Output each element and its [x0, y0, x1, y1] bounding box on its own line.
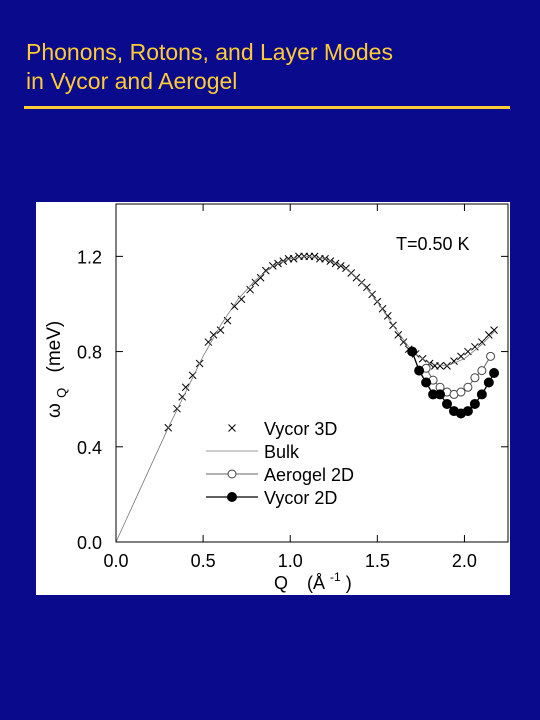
aerogel-2d-point [456, 387, 466, 397]
vycor-3d-point [261, 266, 270, 275]
legend-label: Aerogel 2D [264, 465, 354, 485]
aerogel-2d-point [486, 351, 496, 361]
x-axis-symbol: Q [274, 573, 288, 593]
vycor-3d-point [450, 357, 458, 365]
vycor-2d-point [483, 377, 494, 388]
aerogel-2d-point [463, 382, 473, 392]
legend-swatch-marker [227, 469, 237, 479]
x-tick-label: 1.5 [365, 551, 390, 571]
vycor-3d-point [399, 338, 408, 346]
vycor-3d-point [237, 295, 246, 304]
y-tick-label: 1.2 [77, 247, 102, 267]
legend-label: Vycor 3D [264, 419, 337, 439]
vycor-3d-point [279, 257, 288, 265]
x-axis-unit: (Å [307, 573, 325, 593]
phonon-roton-dispersion-chart: T=0.50 K ω Q (meV) Q (Å -1 ) 0.0 0.5 1.0 1.… [44, 203, 509, 593]
y-axis-unit: (meV) [44, 321, 65, 373]
vycor-2d-point [462, 406, 473, 417]
vycor-3d-point [436, 362, 444, 370]
vycor-3d-point [394, 331, 403, 339]
y-tick-label: 0.0 [77, 533, 102, 553]
svg-text:ω Q (meV): ω Q (meV) [44, 321, 71, 418]
vycor-3d-point [289, 254, 298, 263]
vycor-2d-point [414, 365, 425, 376]
x-axis-unit-exponent: -1 [330, 570, 341, 584]
vycor-3d-point [204, 338, 213, 346]
temperature-annotation: T=0.50 K [396, 234, 470, 254]
y-tick-label: 0.4 [77, 438, 102, 458]
vycor-3d-point [457, 352, 465, 361]
vycor-2d-point [435, 389, 446, 400]
chart-panel: T=0.50 K ω Q (meV) Q (Å -1 ) 0.0 0.5 1.0 1.… [36, 202, 510, 595]
legend-item-vycor-2d: Vycor 2D [206, 488, 337, 508]
vycor-3d-point [490, 326, 498, 335]
y-axis-label: ω Q (meV) [44, 321, 71, 418]
x-tick-label: 0.5 [191, 551, 216, 571]
legend-label: Vycor 2D [264, 488, 337, 508]
x-axis-label: Q (Å -1 ) [274, 565, 352, 593]
vycor-2d-point [469, 398, 480, 409]
x-tick-label: 2.0 [452, 551, 477, 571]
legend-item-bulk: Bulk [206, 442, 300, 462]
vycor-2d-point [476, 389, 487, 400]
vycor-3d-point [471, 342, 479, 351]
legend-item-vycor-3d: Vycor 3D [228, 419, 337, 439]
vycor-3d-point [478, 338, 486, 346]
vycor-3d-point [310, 252, 319, 261]
legend-swatch-marker [227, 492, 237, 502]
bulk-line [115, 255, 497, 543]
aerogel-2d-point [470, 373, 480, 383]
vycor-3d-point [331, 259, 340, 268]
vycor-2d-point [442, 398, 453, 409]
y-axis-subscript: Q [54, 388, 69, 398]
title-underline [24, 106, 510, 109]
vycor-2d-point [407, 346, 418, 357]
x-tick-label: 0.0 [103, 551, 128, 571]
vycor-3d-point [246, 285, 255, 294]
x-tick-label: 1.0 [278, 551, 303, 571]
legend-swatch-marker [228, 424, 236, 432]
vycor-3d-point [216, 326, 225, 335]
aerogel-2d-point [477, 366, 487, 376]
plot-frame [115, 203, 509, 543]
x-axis-unit-close: ) [346, 573, 352, 593]
vycor-3d-point [336, 262, 345, 270]
vycor-2d-point [421, 377, 432, 388]
vycor-3d-point [209, 331, 218, 339]
legend-label: Bulk [264, 442, 300, 462]
slide-title: Phonons, Rotons, and Layer Modes in Vyco… [26, 39, 393, 94]
vycor-3d-point [181, 383, 190, 392]
vycor-3d-point [256, 273, 265, 282]
y-axis-symbol: ω [44, 403, 65, 418]
legend-item-aerogel-2d: Aerogel 2D [206, 465, 354, 485]
vycor-3d-point [173, 404, 181, 413]
legend: Vycor 3D Bulk Aerogel 2D Vycor 2D [206, 419, 354, 508]
vycor-3d-point [363, 283, 371, 292]
y-tick-label: 0.8 [77, 343, 102, 363]
vycor-2d-point [489, 368, 500, 378]
